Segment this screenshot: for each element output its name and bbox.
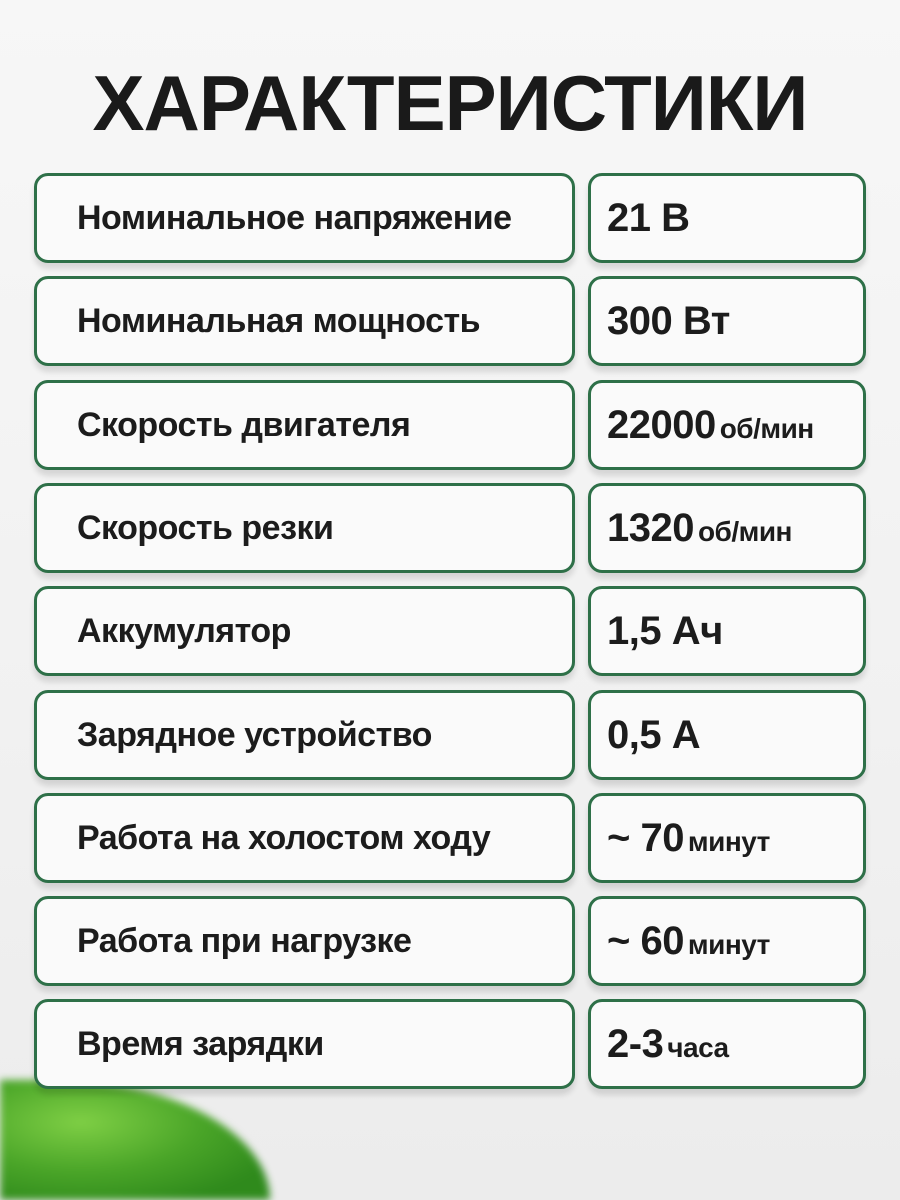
- spec-unit: минут: [687, 825, 770, 857]
- spec-label: Время зарядки: [77, 1025, 324, 1064]
- spec-value: 2-3: [607, 1022, 664, 1067]
- spec-value-text: 1320 об/мин: [607, 486, 792, 570]
- spec-value: 22000: [607, 402, 716, 447]
- spec-label-box: Время зарядки: [34, 999, 575, 1090]
- page-title: ХАРАКТЕРИСТИКИ: [92, 59, 809, 147]
- spec-value-text: 22000 об/мин: [607, 383, 814, 467]
- spec-value-text: ~ 70 минут: [607, 796, 770, 880]
- spec-unit: об/мин: [719, 412, 815, 444]
- spec-row: Работа на холостом ходу ~ 70 минут: [34, 792, 866, 883]
- spec-row: Номинальная мощность 300 Вт: [34, 276, 866, 367]
- spec-value-text: 1,5 Ач: [607, 589, 723, 673]
- spec-value: 21 В: [607, 196, 690, 240]
- spec-value-text: 300 Вт: [607, 279, 730, 363]
- spec-row: Скорость двигателя 22000 об/мин: [34, 379, 866, 470]
- spec-value: ~ 60: [607, 919, 684, 964]
- spec-label: Работа на холостом ходу: [77, 818, 491, 857]
- spec-label: Зарядное устройство: [77, 715, 432, 754]
- spec-value-box: 1320 об/мин: [588, 482, 866, 573]
- spec-value-box: 21 В: [588, 173, 866, 263]
- spec-unit: об/мин: [697, 515, 793, 547]
- spec-label-box: Зарядное устройство: [34, 689, 575, 780]
- spec-label-box: Работа на холостом ходу: [34, 792, 575, 883]
- spec-value-box: 1,5 Ач: [588, 586, 866, 677]
- spec-label-box: Скорость двигателя: [34, 379, 575, 470]
- spec-value-box: ~ 70 минут: [588, 792, 866, 883]
- spec-label: Скорость резки: [77, 508, 334, 547]
- spec-value-box: 0,5 А: [588, 689, 866, 780]
- leaf-decoration: [0, 1080, 270, 1200]
- spec-unit: часа: [667, 1032, 729, 1064]
- spec-value-text: 0,5 А: [607, 693, 701, 777]
- spec-value: 0,5 А: [607, 712, 701, 757]
- spec-row: Работа при нагрузке ~ 60 минут: [34, 896, 866, 987]
- spec-row: Номинальное напряжение 21 В: [34, 173, 866, 263]
- spec-label-box: Номинальное напряжение: [34, 173, 575, 263]
- spec-row: Время зарядки 2-3 часа: [34, 999, 866, 1090]
- spec-label: Аккумулятор: [77, 612, 291, 651]
- spec-label-box: Работа при нагрузке: [34, 896, 575, 987]
- spec-label: Работа при нагрузке: [77, 922, 412, 961]
- spec-label-box: Аккумулятор: [34, 586, 575, 677]
- spec-value-text: ~ 60 минут: [607, 899, 770, 983]
- spec-value-box: 2-3 часа: [588, 999, 866, 1090]
- spec-label: Скорость двигателя: [77, 405, 411, 444]
- spec-value: ~ 70: [607, 815, 684, 860]
- spec-label-box: Скорость резки: [34, 482, 575, 573]
- spec-value-box: 22000 об/мин: [588, 379, 866, 470]
- spec-label-box: Номинальная мощность: [34, 276, 575, 367]
- spec-unit: минут: [687, 929, 770, 961]
- spec-row: Зарядное устройство 0,5 А: [34, 689, 866, 780]
- spec-row: Скорость резки 1320 об/мин: [34, 482, 866, 573]
- spec-value-text: 21 В: [607, 176, 690, 260]
- spec-value-box: 300 Вт: [588, 276, 866, 367]
- spec-row: Аккумулятор 1,5 Ач: [34, 586, 866, 677]
- spec-value-box: ~ 60 минут: [588, 896, 866, 987]
- spec-value-text: 2-3 часа: [607, 1002, 729, 1086]
- spec-value: 1320: [607, 505, 694, 550]
- spec-label: Номинальное напряжение: [77, 199, 512, 237]
- spec-label: Номинальная мощность: [77, 302, 481, 341]
- spec-value: 1,5 Ач: [607, 609, 723, 654]
- spec-value: 300 Вт: [607, 299, 730, 344]
